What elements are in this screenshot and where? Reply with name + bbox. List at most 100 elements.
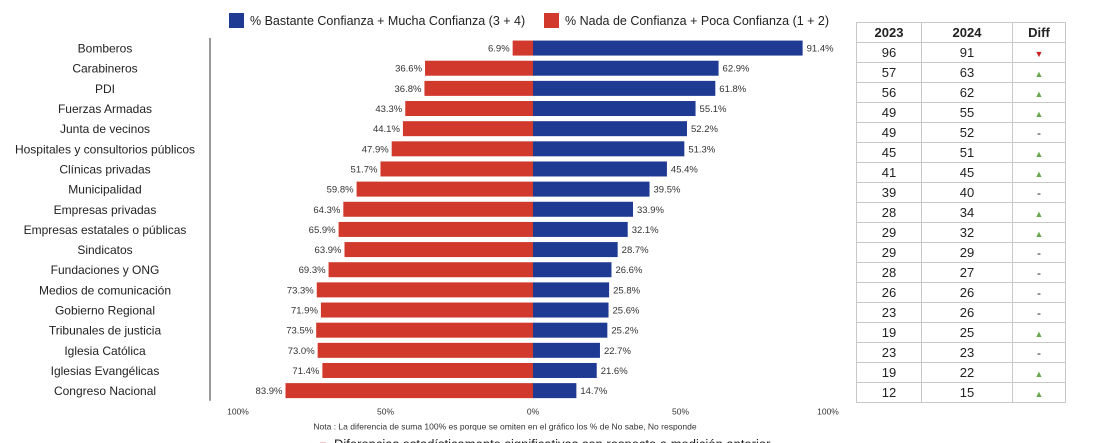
table-cell-2024: 15 <box>921 382 1013 403</box>
table-cell-diff: - <box>1012 242 1066 263</box>
bar-negative <box>402 121 533 137</box>
table-cell-2023: 28 <box>856 202 922 223</box>
table-cell-2023: 19 <box>856 362 922 383</box>
bar-negative <box>424 80 533 96</box>
table-cell-2023: 39 <box>856 182 922 203</box>
table-cell-2023: 23 <box>856 342 922 363</box>
data-label-negative: 51.7% <box>351 164 378 175</box>
table-cell-diff: ▲ <box>1012 142 1066 163</box>
table-cell-2023: 12 <box>856 382 922 403</box>
comparison-table: 2023 2024 Diff 96 91 ▼ 57 63 ▲ 56 62 ▲ 49 55 ▲ 49 52 - 45… <box>856 22 1066 403</box>
up-triangle-icon: ▲ <box>1034 169 1044 179</box>
table-row: 28 27 - <box>856 262 1066 283</box>
bar-positive <box>533 262 612 278</box>
table-cell-2024: 62 <box>921 82 1013 103</box>
data-label-positive: 52.2% <box>691 124 718 135</box>
category-label: Sindicatos <box>77 243 132 257</box>
data-label-negative: 59.8% <box>327 185 354 196</box>
table-cell-diff: ▲ <box>1012 222 1066 243</box>
no-change-dash: - <box>1037 346 1041 360</box>
chart-note: Nota : La diferencia de suma 100% es por… <box>313 422 696 432</box>
legend-label-negative: % Nada de Confianza + Poca Confianza (1 … <box>565 14 829 28</box>
up-triangle-icon: ▲ <box>1034 209 1044 219</box>
data-label-positive: 61.8% <box>719 84 746 95</box>
bar-negative <box>391 141 533 157</box>
bar-negative <box>512 40 533 56</box>
category-label: Fuerzas Armadas <box>58 102 152 116</box>
x-tick-label: 50% <box>672 407 689 417</box>
no-change-dash: - <box>1037 246 1041 260</box>
data-label-positive: 26.6% <box>615 265 642 276</box>
data-label-negative: 36.6% <box>395 64 422 75</box>
table-cell-diff: ▲ <box>1012 382 1066 403</box>
x-tick-label: 0% <box>527 407 540 417</box>
table-row: 49 52 - <box>856 122 1066 143</box>
data-label-negative: 43.3% <box>375 104 402 115</box>
bar-positive <box>533 80 716 96</box>
table-cell-2024: 32 <box>921 222 1013 243</box>
bar-positive <box>533 282 610 298</box>
data-label-negative: 47.9% <box>362 144 389 155</box>
legend-label-positive: % Bastante Confianza + Mucha Confianza (… <box>250 14 525 28</box>
table-row: 56 62 ▲ <box>856 82 1066 103</box>
data-label-negative: 64.3% <box>313 205 340 216</box>
table-cell-2024: 25 <box>921 322 1013 343</box>
data-label-negative: 36.8% <box>395 84 422 95</box>
table-row: 57 63 ▲ <box>856 62 1066 83</box>
table-cell-2023: 41 <box>856 162 922 183</box>
no-change-dash: - <box>1037 266 1041 280</box>
no-change-dash: - <box>1037 126 1041 140</box>
table-cell-2023: 96 <box>856 42 922 63</box>
table-cell-diff: - <box>1012 282 1066 303</box>
data-label-negative: 71.9% <box>291 306 318 317</box>
bar-positive <box>533 201 634 217</box>
bar-positive <box>533 141 685 157</box>
data-label-negative: 73.3% <box>287 285 314 296</box>
category-label: Junta de vecinos <box>60 122 150 136</box>
data-label-positive: 25.2% <box>611 326 638 337</box>
table-cell-2024: 26 <box>921 302 1013 323</box>
table-cell-2024: 63 <box>921 62 1013 83</box>
data-label-negative: 44.1% <box>373 124 400 135</box>
bar-negative <box>328 262 533 278</box>
table-row: 23 26 - <box>856 302 1066 323</box>
up-triangle-icon: ▲ <box>1034 69 1044 79</box>
table-row: 26 26 - <box>856 282 1066 303</box>
table-cell-2023: 23 <box>856 302 922 323</box>
category-label: Empresas privadas <box>54 203 157 217</box>
data-label-positive: 14.7% <box>580 386 607 397</box>
table-cell-2024: 34 <box>921 202 1013 223</box>
table-cell-diff: ▲ <box>1012 102 1066 123</box>
table-body: 96 91 ▼ 57 63 ▲ 56 62 ▲ 49 55 ▲ 49 52 - 45 51 ▲ 41 45 ▲ 39 40 -… <box>856 42 1066 403</box>
table-row: 12 15 ▲ <box>856 382 1066 403</box>
data-label-positive: 91.4% <box>807 44 834 55</box>
bar-positive <box>533 342 600 358</box>
category-label: Iglesias Evangélicas <box>51 364 160 378</box>
bar-negative <box>320 302 533 318</box>
category-label: Empresas estatales o públicas <box>24 223 187 237</box>
table-cell-diff: ▼ <box>1012 42 1066 63</box>
bar-negative <box>344 242 533 258</box>
table-cell-2024: 55 <box>921 102 1013 123</box>
no-change-dash: - <box>1037 286 1041 300</box>
table-cell-diff: ▲ <box>1012 202 1066 223</box>
category-label: Iglesia Católica <box>64 344 146 358</box>
up-triangle-icon: ▲ <box>1034 89 1044 99</box>
data-label-positive: 62.9% <box>723 64 750 75</box>
category-label: Gobierno Regional <box>55 304 155 318</box>
data-label-positive: 45.4% <box>671 164 698 175</box>
table-cell-diff: - <box>1012 302 1066 323</box>
category-label: Municipalidad <box>68 183 141 197</box>
category-label: Clínicas privadas <box>59 162 150 176</box>
table-cell-2023: 49 <box>856 122 922 143</box>
table-cell-2024: 29 <box>921 242 1013 263</box>
bar-positive <box>533 161 667 177</box>
table-row: 41 45 ▲ <box>856 162 1066 183</box>
table-header-2023: 2023 <box>856 22 922 43</box>
bar-negative <box>405 101 533 117</box>
up-triangle-icon: ▲ <box>306 441 316 443</box>
bar-negative <box>380 161 533 177</box>
category-label: Tribunales de justicia <box>49 324 162 338</box>
bar-negative <box>425 60 533 76</box>
table-cell-2024: 23 <box>921 342 1013 363</box>
